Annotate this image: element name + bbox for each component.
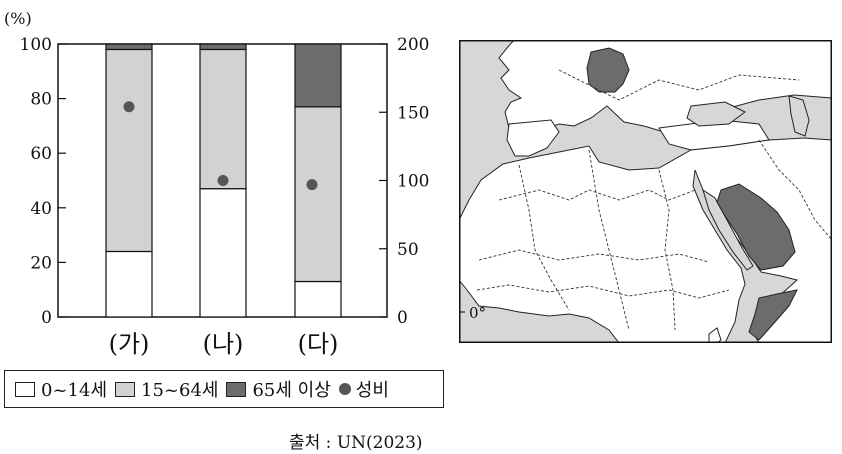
legend-label-sex-ratio: 성비 [355,380,389,401]
bar-3-series-1 [294,280,342,318]
map-borders [476,69,832,331]
map-somalia [748,289,798,341]
bar-3-series-3 [294,43,342,108]
map-saudi-arabia [716,183,796,271]
prime-meridian-label: 0° [469,304,486,322]
y-tick-label-0: 0 [41,308,52,328]
y2-tick-label-100: 100 [397,172,429,192]
category-label-1: (가) [109,330,150,358]
legend-item-sex-ratio: 성비 [338,376,389,402]
y2-tick-label-200: 200 [397,35,429,55]
y-tick-label-20: 20 [30,253,52,273]
y2-tick-label-50: 50 [397,240,419,260]
bar-3-series-2 [294,106,342,283]
legend-item-65-plus: 65세 이상 [226,376,331,402]
legend-swatch-65-plus [226,381,247,397]
map-germany [586,47,630,93]
y-tick-label-60: 60 [30,144,52,164]
category-label-2: (나) [203,330,244,358]
y-tick-label-40: 40 [30,199,52,219]
sex-ratio-point-3 [306,179,318,191]
category-label-3: (다) [298,330,339,358]
legend-label-0-14: 0~14세 [41,380,107,401]
region-map: 0° [459,40,832,343]
sex-ratio-point-1 [123,101,135,113]
legend-item-15-64: 15~64세 [115,376,218,402]
map-land-iberia [506,119,560,157]
y-tick-label-100: 100 [20,35,52,55]
legend-item-0-14: 0~14세 [15,376,107,402]
bar-2-series-3 [199,43,247,51]
bar-2-series-2 [199,48,247,190]
sex-ratio-point-2 [217,175,229,186]
bar-1-series-3 [105,43,153,51]
bar-2-series-1 [199,188,247,318]
legend-label-15-64: 15~64세 [141,380,219,401]
source-note: 출처 : UN(2023) [289,433,423,453]
y2-tick-label-0: 0 [397,308,408,328]
bar-1-series-2 [105,48,153,253]
map-black-sea [686,101,746,127]
legend-swatch-15-64 [115,381,135,397]
y2-tick-label-150: 150 [397,103,429,123]
chart-legend: 0~14세 15~64세 65세 이상 성비 [4,370,444,408]
y-tick-label-80: 80 [30,90,52,110]
legend-label-65-plus: 65세 이상 [252,380,331,401]
map-caspian-sea [788,95,810,137]
y-unit-label: (%) [4,9,32,28]
bar-1-series-1 [105,250,153,318]
map-frame [459,40,832,343]
legend-dot-sex-ratio [338,383,351,395]
legend-swatch-0-14 [15,381,35,397]
map-land-europe [498,40,832,137]
stacked-bar-chart: 0 20 40 60 80 100 0 50 100 150 200 (%) (가) (나) (다) [4,9,429,358]
